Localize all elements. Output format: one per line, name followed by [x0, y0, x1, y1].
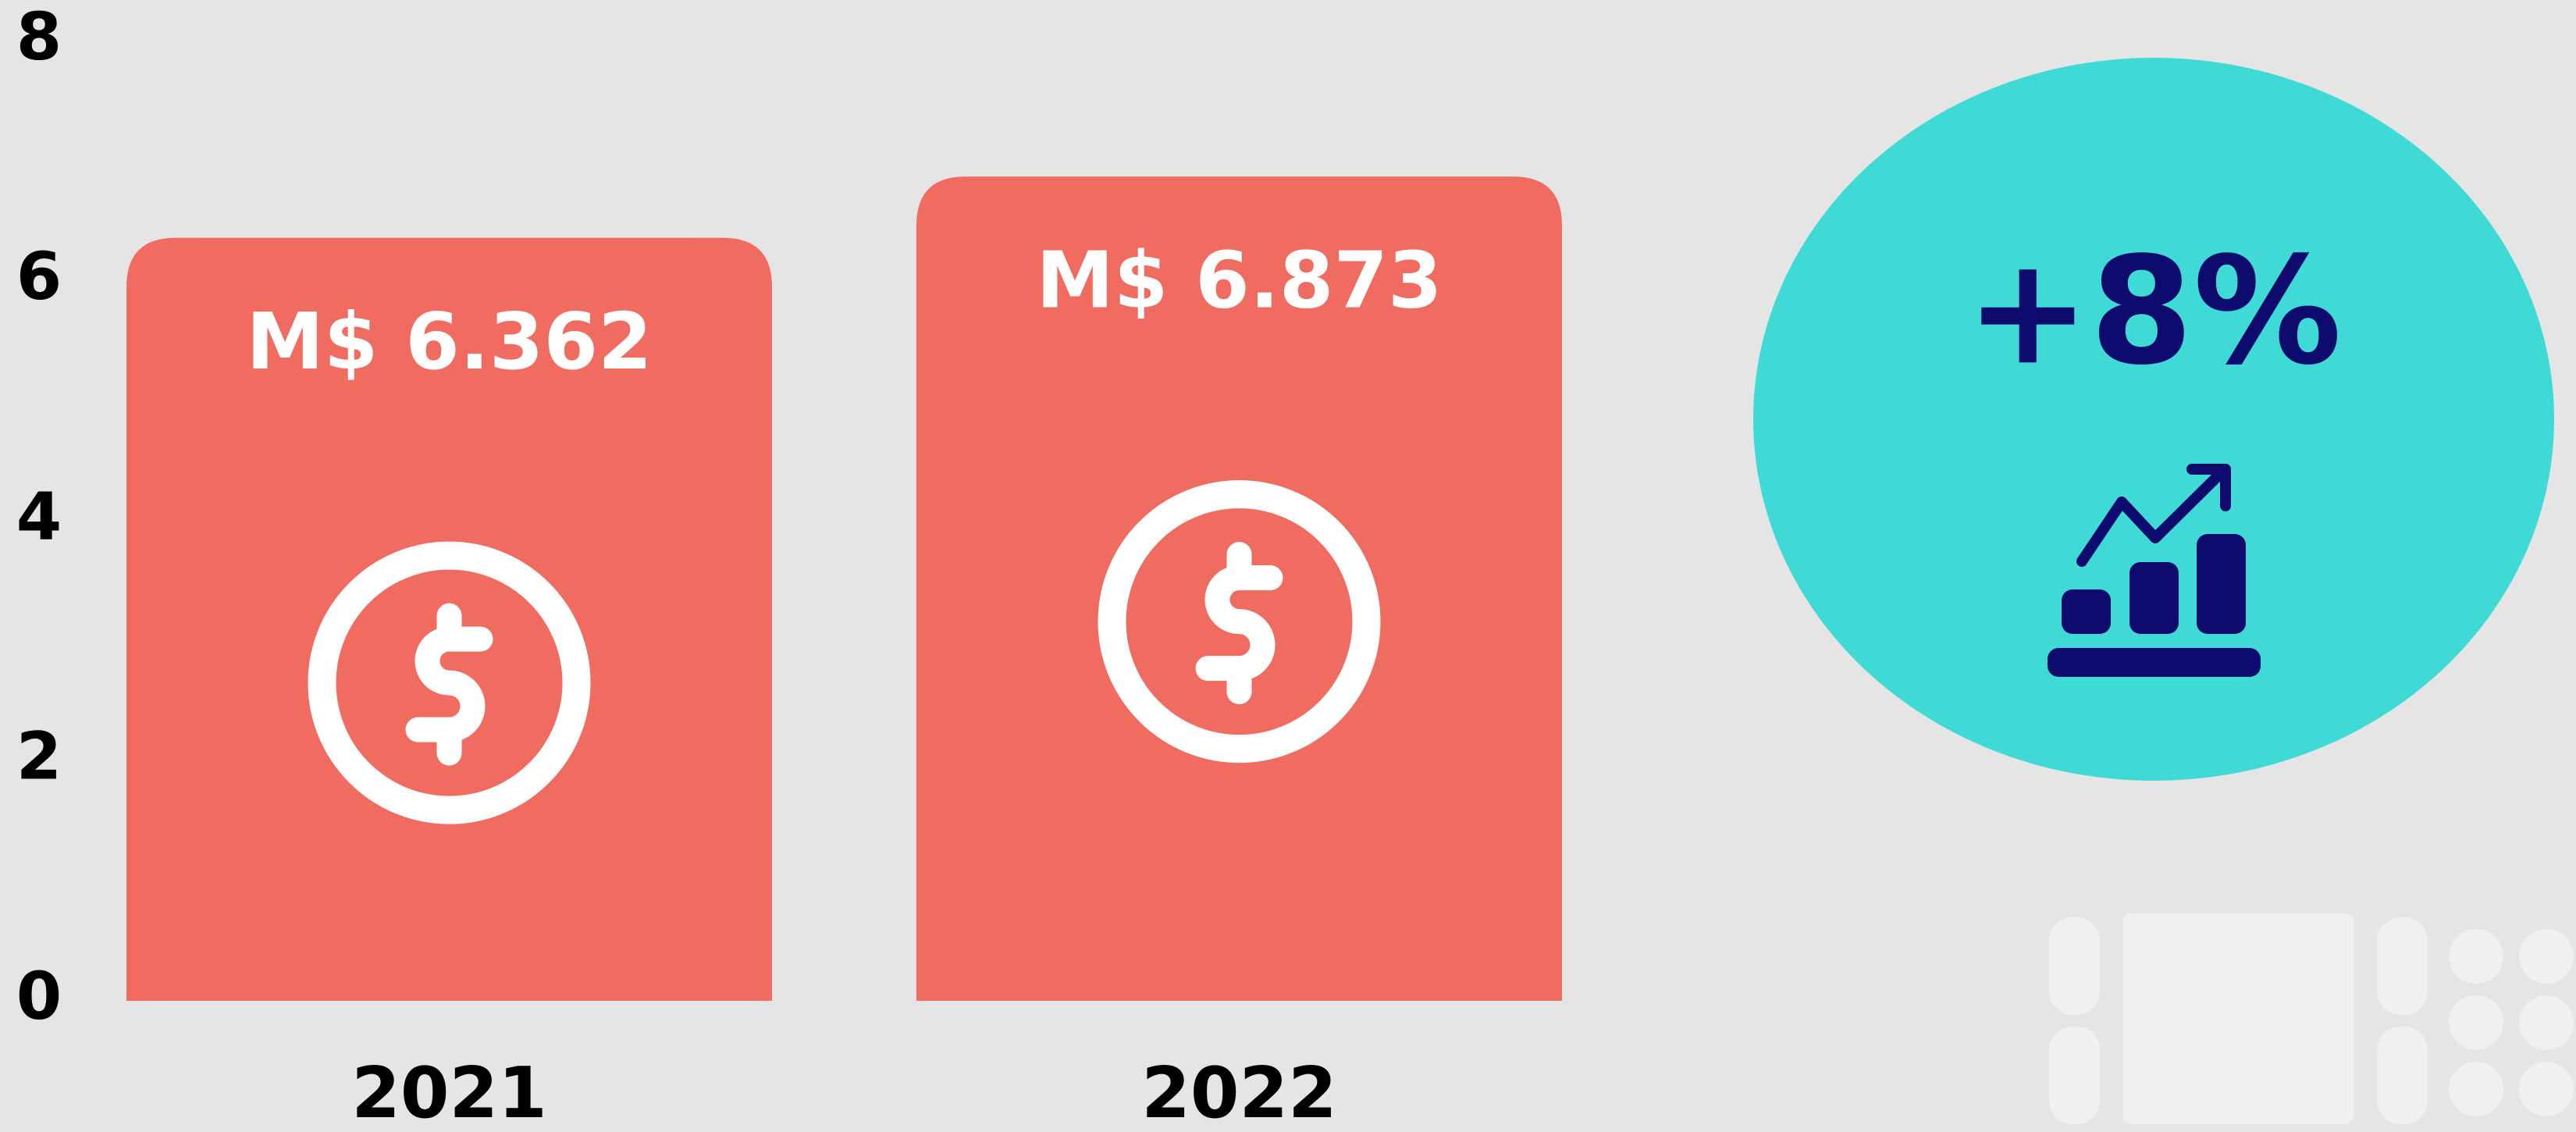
value-label: M$ 6.362 [246, 296, 652, 387]
y-tick-label: 0 [16, 958, 62, 1034]
y-tick-label: 4 [16, 478, 62, 554]
x-tick-label: 2021 [351, 1052, 547, 1132]
page: +8% 024682021M$ 6.3622022M$ 6.873 (() =>… [0, 0, 2576, 1132]
y-tick-label: 2 [16, 718, 62, 795]
chart: +8% 0 2 4 6 8 2021 M$ 6.362 2022 M$ 6.873 [0, 0, 2576, 1132]
y-tick-label: 6 [16, 238, 62, 315]
x-tick-label: 2022 [1141, 1052, 1337, 1132]
dollar-icon [418, 616, 481, 753]
y-tick-label: 8 [16, 0, 62, 75]
dollar-icon [1208, 554, 1271, 692]
value-label: M$ 6.873 [1036, 234, 1442, 326]
decorative-pattern [2049, 913, 2574, 1124]
growth-annotation: +8% [1966, 225, 2342, 397]
